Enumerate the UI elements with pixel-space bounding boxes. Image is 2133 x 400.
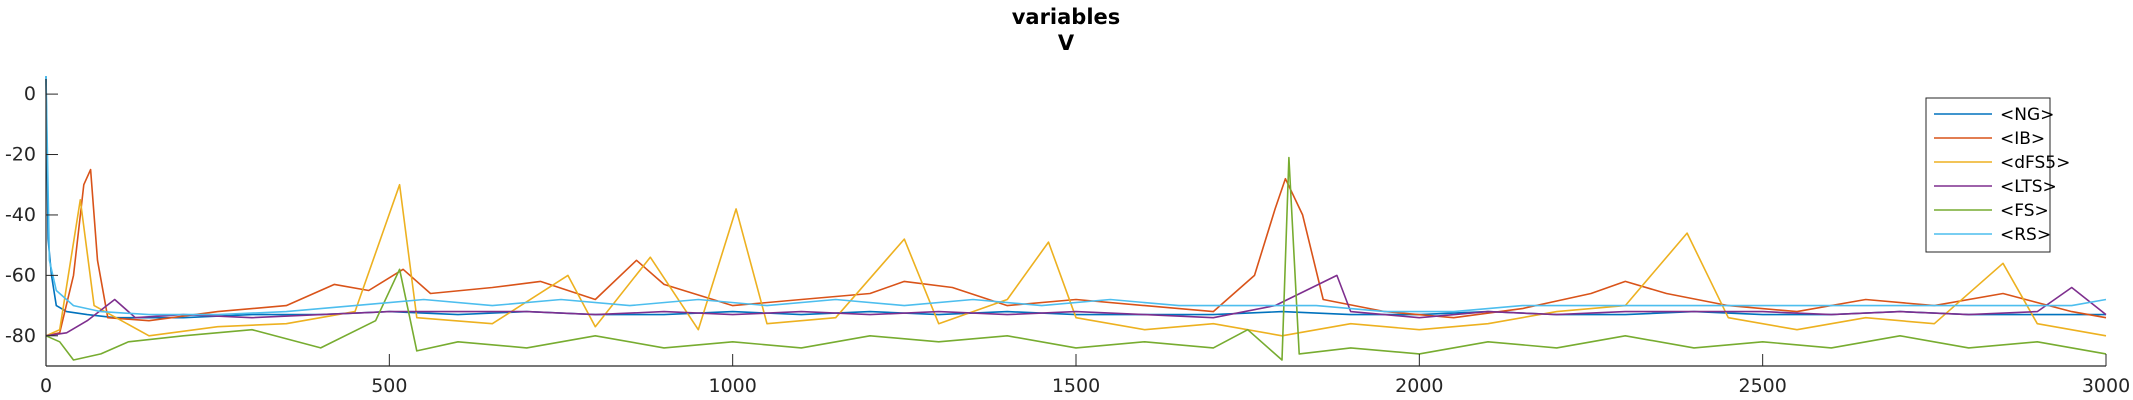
y-tick-label-3: -60 — [5, 264, 36, 286]
x-tick-label-1: 500 — [371, 375, 407, 397]
series-line-5 — [45, 75, 2107, 316]
y-tick-label-0: 0 — [24, 83, 36, 105]
legend-label-3: <LTS> — [2000, 177, 2057, 197]
legend: <NG> <IB> <dFS5> <LTS> <FS> <RS> — [1925, 97, 2070, 253]
series-line-4 — [45, 156, 2107, 361]
chart-title: variables — [1012, 5, 1121, 29]
series-line-1 — [45, 168, 2107, 337]
legend-label-4: <FS> — [2000, 201, 2049, 221]
x-tick-label-4: 2000 — [1395, 375, 1443, 397]
x-tick-label-0: 0 — [40, 375, 52, 397]
y-tick-label-1: -20 — [5, 144, 36, 166]
legend-label-2: <dFS5> — [2000, 153, 2070, 173]
x-tick-label-5: 2500 — [1738, 375, 1786, 397]
legend-label-1: <IB> — [2000, 129, 2045, 149]
legend-label-0: <NG> — [2000, 105, 2054, 125]
series-layer — [45, 75, 2107, 361]
chart-subtitle: V — [1058, 31, 1075, 55]
plot-area: 0 500 1000 1500 2000 2500 3000 0 -20 -40 -60 -80 — [5, 75, 2130, 397]
series-line-2 — [45, 183, 2107, 337]
legend-box — [1925, 97, 2051, 253]
x-tick-label-6: 3000 — [2082, 375, 2130, 397]
series-line-3 — [45, 274, 2107, 337]
y-tick-label-4: -80 — [5, 325, 36, 347]
x-tick-label-2: 1000 — [708, 375, 756, 397]
legend-label-5: <RS> — [2000, 225, 2051, 245]
x-tick-label-3: 1500 — [1052, 375, 1100, 397]
y-tick-label-2: -40 — [5, 204, 36, 226]
axes-layer: 0 500 1000 1500 2000 2500 3000 0 -20 -40 -60 -80 — [5, 79, 2130, 397]
